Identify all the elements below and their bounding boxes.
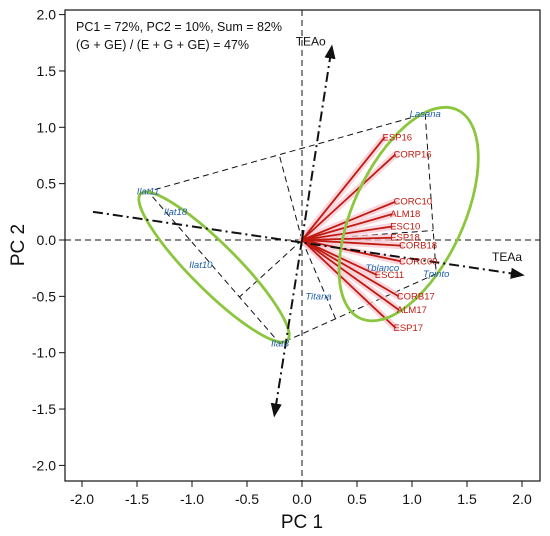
environment-vector [301,153,397,241]
x-tick-label: 1.5 [457,491,477,507]
genotype-label: Ilat11 [137,187,160,198]
sector-boundary-line [239,239,303,298]
sector-boundary-line [278,154,303,241]
sector-boundary-line [301,239,337,320]
environment-label: CORB18 [399,241,437,252]
y-tick-label: 0.0 [37,232,57,248]
environment-vector [301,213,393,241]
environment-vector [301,136,386,241]
environment-vector [301,236,393,241]
x-tick-label: -1.0 [180,491,204,507]
environment-label: ESP18 [390,233,420,244]
environment-vector [301,239,397,329]
teao-axis-arrow-down [270,239,303,418]
x-tick-label: 1.0 [402,491,422,507]
y-tick-label: -1.5 [32,401,56,417]
teao-axis-label: TEAo [296,34,326,48]
environment-vector [301,239,400,311]
genotype-label: Tpinto [423,269,449,280]
genotype-label: Ilat3 [271,339,290,350]
x-axis-ticks: -2.0 -1.5 -1.0 -0.5 0.0 0.5 1.0 1.5 2.0 [70,481,532,507]
environment-vector [301,239,400,298]
y-tick-label: 1.0 [37,119,57,135]
environment-vector [301,225,393,241]
environment-label: CORP16 [394,149,432,160]
teao-axis-arrow-up [301,44,336,241]
environment-label: ESC10 [390,221,420,232]
y-axis-ticks: 2.0 1.5 1.0 0.5 0.0 -0.5 -1.0 -1.5 -2.0 [32,7,65,473]
y-axis-title: PC 2 [8,224,29,266]
convex-hull-polygon [147,113,437,345]
x-tick-label: 0.5 [347,491,367,507]
environment-label: ALM17 [397,305,427,316]
genotype-label: Tblanco [365,263,399,274]
y-tick-label: -1.0 [32,345,56,361]
genotype-label: Ilat10 [189,260,213,271]
y-tick-label: -0.5 [32,288,56,304]
environment-label: CORB17 [397,291,435,302]
pc-variance-note: PC1 = 72%, PC2 = 10%, Sum = 82% [76,20,282,34]
environment-label: CORC09 [399,256,438,267]
mega-environment-ellipse [137,190,291,344]
x-tick-label: -2.0 [70,491,94,507]
mega-environment-ellipse [337,105,480,323]
environment-label: CORC10 [394,197,433,208]
environment-label: ESC11 [375,270,404,281]
y-tick-label: 0.5 [37,176,57,192]
environment-vector [301,239,402,247]
x-tick-label: 0.0 [292,491,312,507]
environment-vector [301,200,396,241]
x-axis-title: PC 1 [281,512,323,533]
teaa-axis-arrow [92,210,525,279]
teaa-axis-label: TEAa [492,250,522,264]
environment-label: ESP16 [383,132,413,143]
y-tick-label: -2.0 [32,457,56,473]
gge-ratio-note: (G + GE) / (E + G + GE) = 47% [76,38,249,52]
genotype-label: Ilat18 [164,207,188,218]
environment-label: ALM18 [390,209,420,220]
genotype-label: Lasana [410,109,441,120]
y-tick-label: 2.0 [37,7,57,23]
x-tick-label: 2.0 [512,491,532,507]
x-tick-label: -0.5 [235,491,259,507]
x-tick-label: -1.5 [125,491,149,507]
environment-label: ESP17 [394,323,424,334]
genotype-label: Titana [305,291,331,302]
y-tick-label: 1.5 [37,63,57,79]
